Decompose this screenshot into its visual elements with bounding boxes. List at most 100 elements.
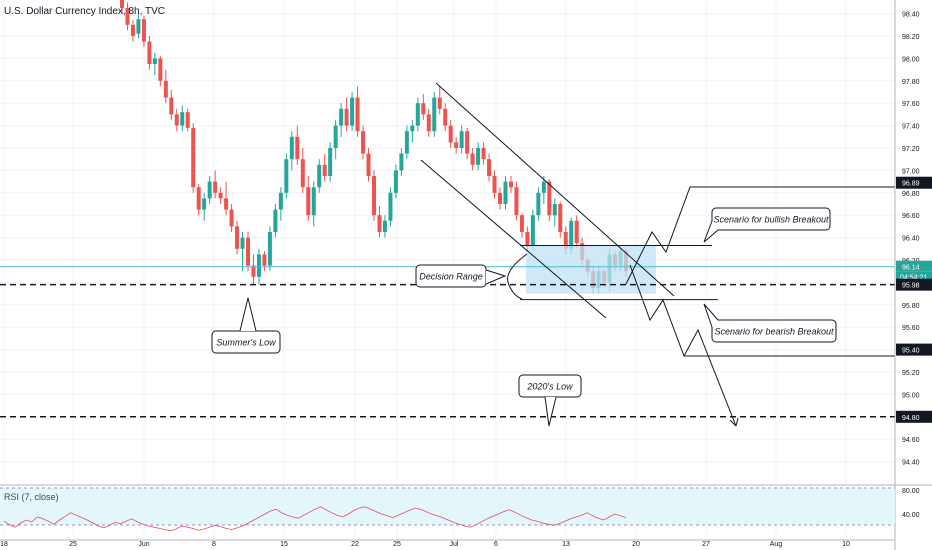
- candle-body: [191, 127, 196, 188]
- candle-body: [196, 187, 201, 210]
- price-tick-label: 96.60: [902, 213, 920, 220]
- candle-body: [574, 220, 579, 244]
- candle-body: [158, 58, 163, 81]
- rsi-line: [3, 506, 627, 532]
- decision-range-callout-pointer: [485, 269, 507, 285]
- level-badge: [896, 176, 932, 189]
- candle-body: [163, 80, 168, 98]
- candle-body: [443, 108, 448, 126]
- time-tick-label: 13: [562, 541, 570, 548]
- candle-body: [382, 220, 387, 232]
- candle-body: [519, 215, 524, 232]
- candle-body: [333, 125, 338, 148]
- price-tick-label: 95.00: [902, 392, 920, 399]
- rsi-band: [0, 488, 895, 525]
- candle-body: [213, 181, 218, 193]
- candle-body: [152, 58, 157, 64]
- candle-body: [120, 0, 124, 8]
- price-tick-label: 97.20: [902, 146, 920, 153]
- level-badge: [896, 278, 932, 291]
- candle-body: [224, 198, 229, 210]
- candle-body: [328, 148, 333, 176]
- candle-body: [410, 125, 415, 132]
- candle-body: [404, 131, 409, 154]
- candle-body: [432, 97, 437, 132]
- candle-body: [498, 192, 502, 204]
- price-tick-label: 94.60: [902, 437, 920, 444]
- bullish-callout-text: Scenario for bullish Breakout: [713, 215, 829, 225]
- candle-body: [366, 153, 371, 176]
- candle-body: [339, 108, 344, 126]
- bullish-callout-pointer: [703, 220, 719, 243]
- candle-body: [569, 220, 574, 249]
- candle-body: [295, 136, 300, 160]
- candle-body: [169, 97, 174, 115]
- candle-body: [388, 192, 393, 221]
- level-label: 95.98: [902, 283, 920, 290]
- time-tick-label: Aug: [770, 541, 783, 548]
- candle-body: [563, 232, 568, 249]
- level-badge: [896, 343, 932, 356]
- channel-lower: [420, 159, 607, 319]
- candle-body: [421, 103, 426, 115]
- candle-body: [300, 159, 305, 188]
- bullish-callout: Scenario for bullish Breakout: [703, 207, 831, 243]
- level-label: 94.80: [902, 415, 920, 422]
- low-2020-callout-pointer: [544, 396, 557, 427]
- candle-body: [311, 187, 316, 216]
- time-tick-label: 25: [393, 541, 401, 548]
- time-tick-label: 25: [69, 541, 77, 548]
- candle-body: [174, 114, 179, 126]
- price-axis[interactable]: 98.40 98.20 98.00 97.80 97.60 97.40 97.20 97.00…: [894, 0, 932, 550]
- candle-body: [130, 24, 135, 36]
- price-tick-label: 96.40: [902, 236, 920, 243]
- time-tick-label: 6: [494, 541, 498, 548]
- channel-upper: [435, 82, 675, 297]
- candle-body: [350, 97, 355, 126]
- low-2020-callout: 2020's Low: [518, 374, 582, 427]
- candle-body: [448, 125, 453, 143]
- candle-body: [547, 181, 552, 216]
- price-tick-label: 95.20: [902, 370, 920, 377]
- candle-body: [344, 108, 349, 126]
- candle-body: [207, 181, 212, 199]
- bearish-callout: Scenario for bearish Breakout: [703, 303, 837, 343]
- candle-body: [377, 215, 382, 232]
- candle-body: [218, 192, 223, 199]
- low-2020-callout-text: 2020's Low: [526, 382, 573, 392]
- candle-body: [229, 209, 234, 227]
- candle-body: [558, 204, 563, 232]
- bearish-callout-pointer: [703, 303, 719, 328]
- candle-body: [322, 164, 327, 176]
- price-tick-label: 97.80: [902, 79, 920, 86]
- candle-body: [273, 209, 278, 232]
- candle-body: [508, 181, 513, 188]
- chart-title: U.S. Dollar Currency Index, 8h, TVC: [4, 6, 165, 17]
- level-label: 96.89: [902, 181, 920, 188]
- arrow-head: [729, 417, 739, 427]
- candle-body: [465, 131, 470, 154]
- decision-range-callout: Decision Range: [415, 264, 507, 288]
- rsi-pane: 80.00 40.00: [0, 484, 932, 532]
- candle-body: [289, 136, 294, 160]
- candle-body: [481, 148, 486, 160]
- time-tick-label: 22: [351, 541, 359, 548]
- drawings-layer: Summer's Low 2020's Low Decision Range Scen…: [0, 82, 895, 427]
- summers-low-callout: Summer's Low: [211, 297, 281, 354]
- candle-body: [185, 112, 190, 128]
- candle-body: [251, 265, 256, 277]
- candle-body: [426, 114, 431, 132]
- time-tick-label: 18: [0, 541, 8, 548]
- candle-body: [372, 176, 376, 216]
- bearish-path-1: [629, 264, 895, 357]
- candle-body: [147, 41, 152, 64]
- candle-body: [552, 204, 557, 216]
- price-tick-label: 94.40: [902, 460, 920, 467]
- time-tick-label: Jun: [138, 541, 149, 548]
- time-axis[interactable]: 18 25 Jun 8 15 22 25 Jul 6 13 20 27 Aug 10: [0, 539, 895, 548]
- candle-body: [525, 232, 530, 246]
- candle-body: [256, 254, 261, 277]
- candle-body: [503, 181, 508, 204]
- price-tick-label: 98.20: [902, 34, 920, 41]
